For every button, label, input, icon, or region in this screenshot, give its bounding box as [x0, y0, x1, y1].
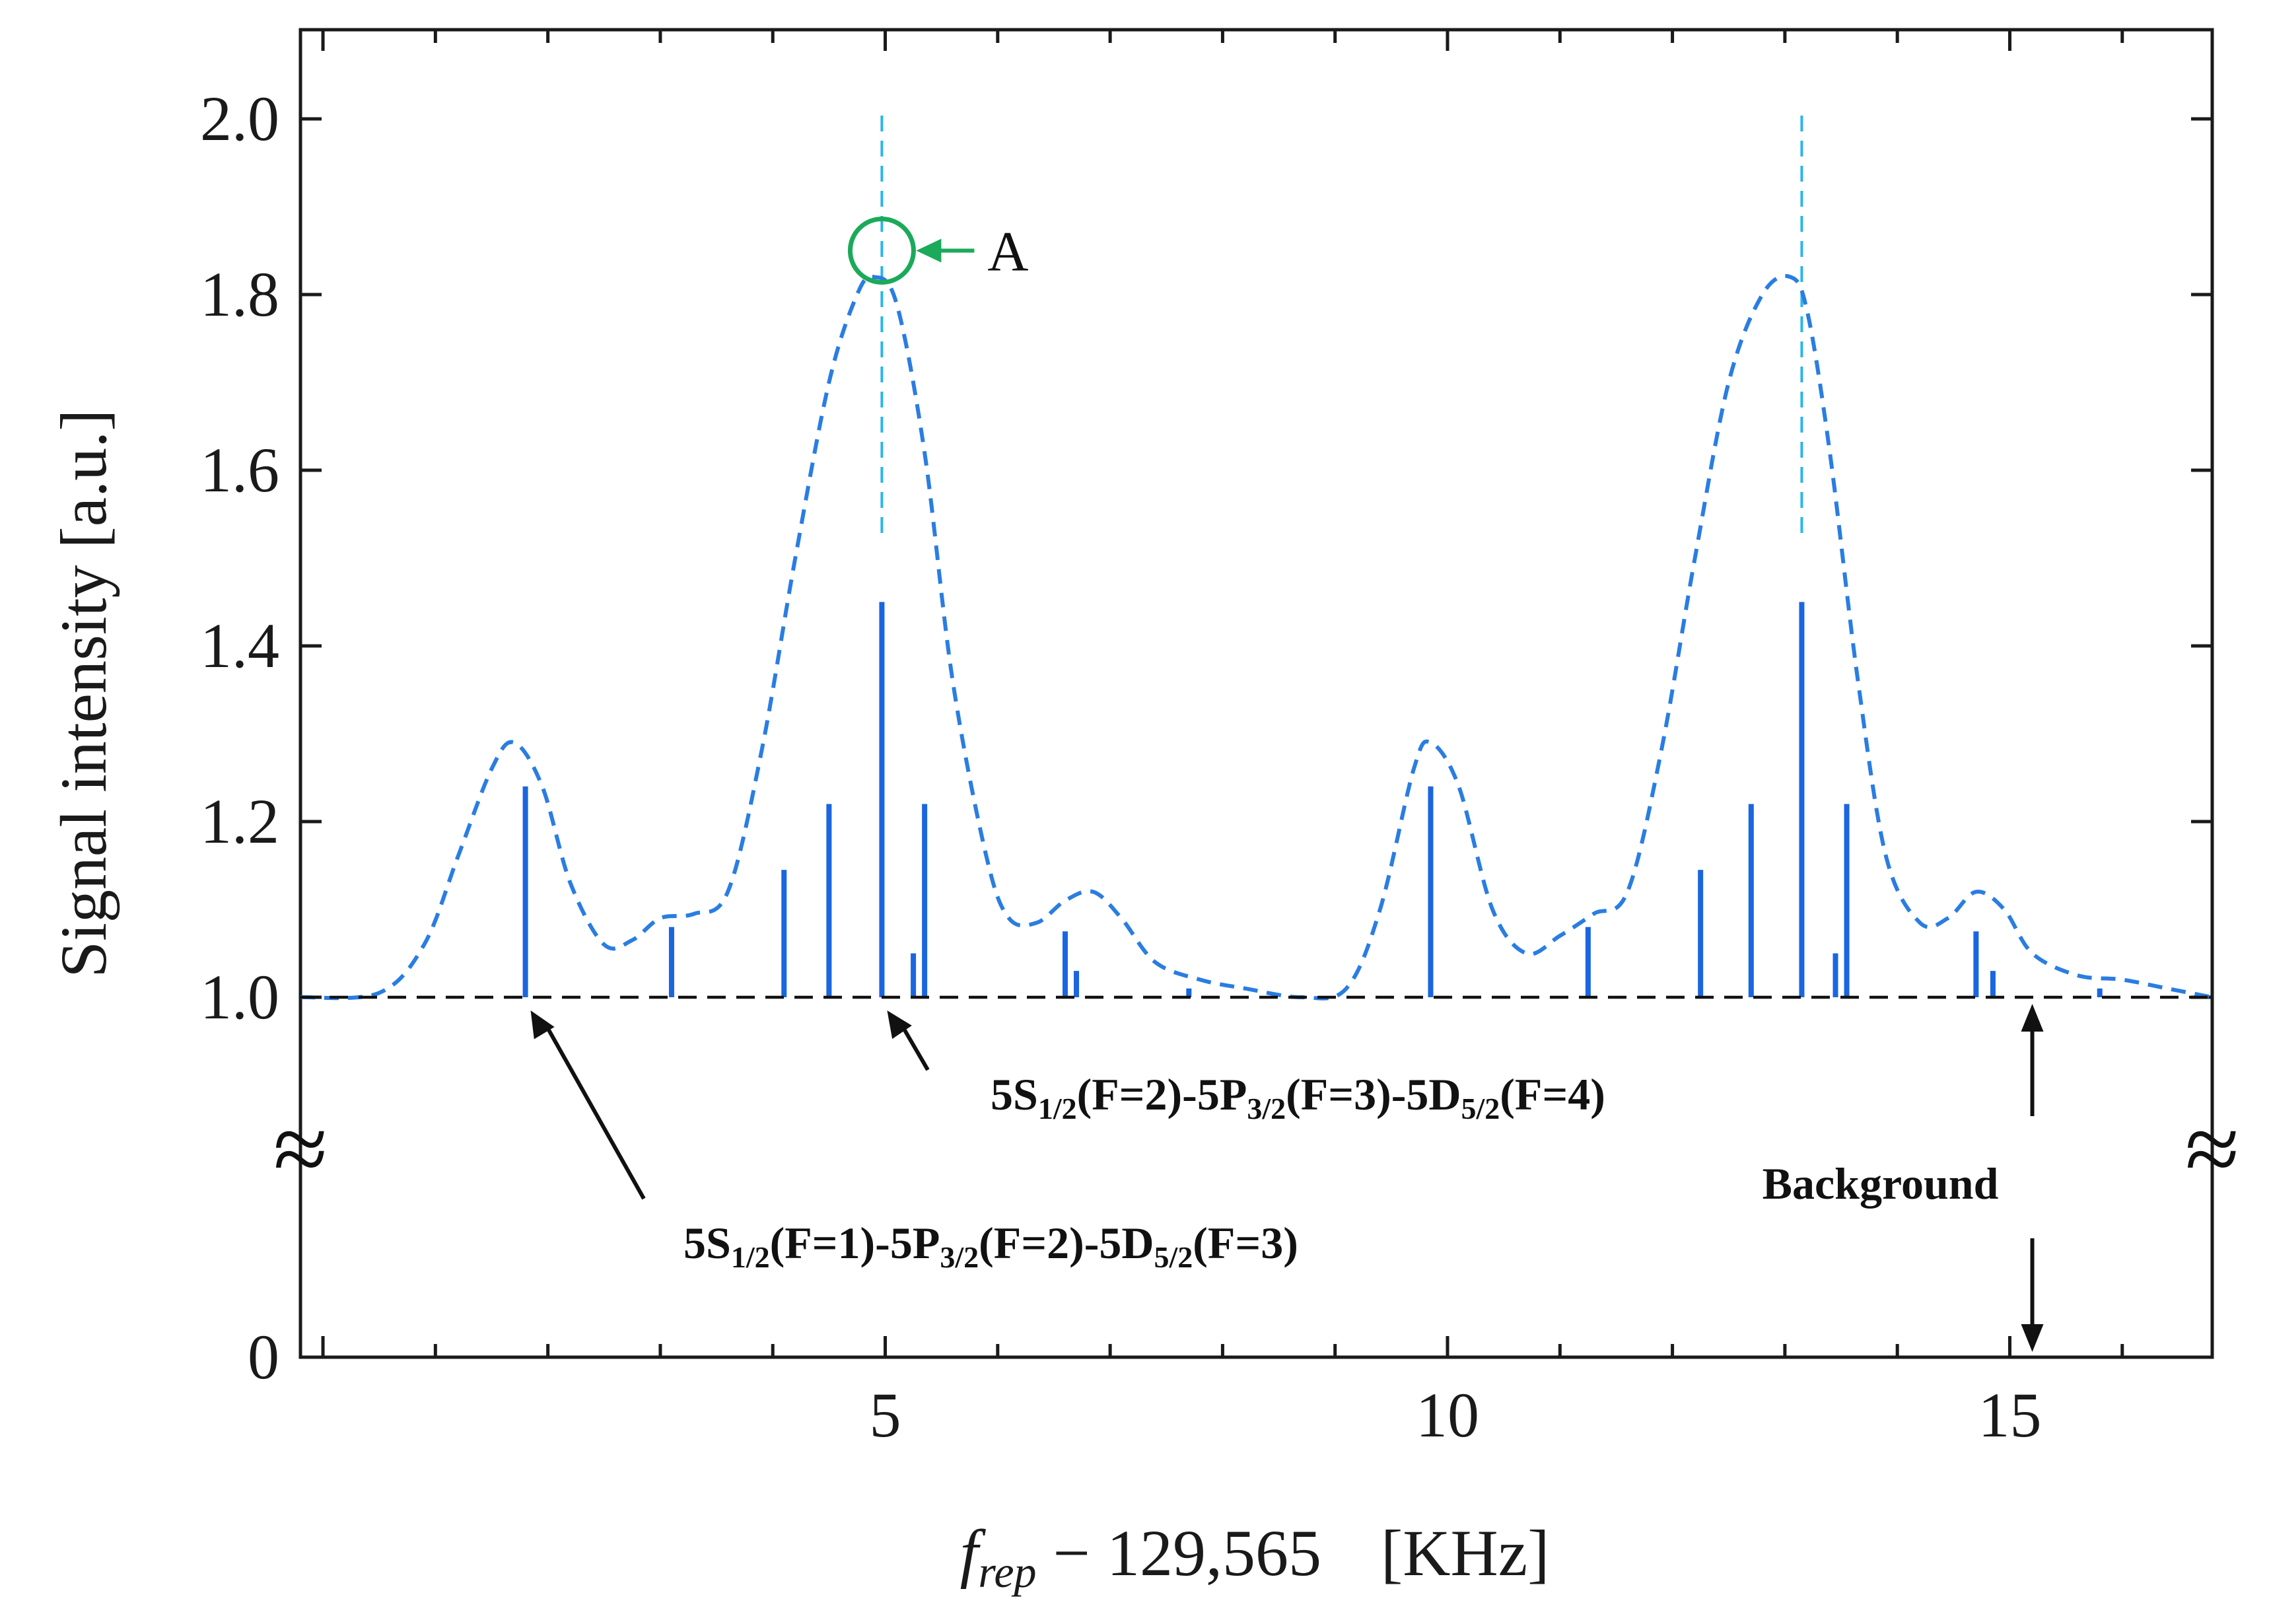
y-tick-label: 1.0: [200, 962, 279, 1032]
spectrum-envelope-dashed: [300, 273, 2213, 1001]
peak-marker-lines: [880, 116, 1803, 541]
background-arrowhead-down: [2021, 1324, 2044, 1352]
axis-break-left: ≈: [273, 1094, 328, 1204]
annotation-label-a: A: [987, 220, 1028, 283]
y-tick-label: 1.6: [200, 435, 279, 505]
x-axis-title: frep − 129,565 [KHz]: [960, 1516, 1550, 1597]
annotation-arrowhead-a: [916, 238, 942, 263]
x-axis-sub: rep: [978, 1547, 1036, 1597]
annotation-circle-a: [847, 217, 916, 285]
transition-arrow-2: [543, 1022, 646, 1200]
transition-arrowhead-2: [530, 1010, 555, 1040]
y-tick-label: 2.0: [200, 83, 279, 154]
x-axis-unit: [KHz]: [1381, 1516, 1549, 1590]
plot-frame: [298, 28, 2214, 1359]
x-tick-label: 10: [1416, 1380, 1479, 1450]
transition-arrow-1: [899, 1024, 930, 1071]
y-tick-label-zero: 0: [248, 1322, 279, 1392]
y-tick-label: 1.2: [200, 786, 279, 857]
y-axis-title: Signal intensity [a.u.]: [47, 409, 120, 978]
tick-labels: 1.0 1.2 1.4 1.6 1.8 2.0 0 5 10 15: [200, 83, 2041, 1450]
y-tick-label: 1.4: [200, 610, 279, 681]
y-tick-label: 1.8: [200, 259, 279, 330]
transition-sticks: [522, 602, 2103, 997]
axis-ticks: [300, 30, 2212, 1359]
transition-label-2: 5S1/2(F=1)-5P3/2(F=2)-5D5/2(F=3): [683, 1218, 1298, 1274]
x-tick-label: 15: [1978, 1380, 2041, 1450]
transition-arrowhead-1: [887, 1010, 912, 1040]
x-tick-label: 5: [870, 1380, 901, 1450]
x-axis-rest: − 129,565: [1037, 1516, 1321, 1590]
transition-label-1: 5S1/2(F=2)-5P3/2(F=3)-5D5/2(F=4): [991, 1069, 1605, 1125]
axis-break-right: ≈: [2185, 1094, 2239, 1204]
background-label: Background: [1763, 1158, 1999, 1209]
background-arrowhead-up: [2021, 1004, 2044, 1032]
